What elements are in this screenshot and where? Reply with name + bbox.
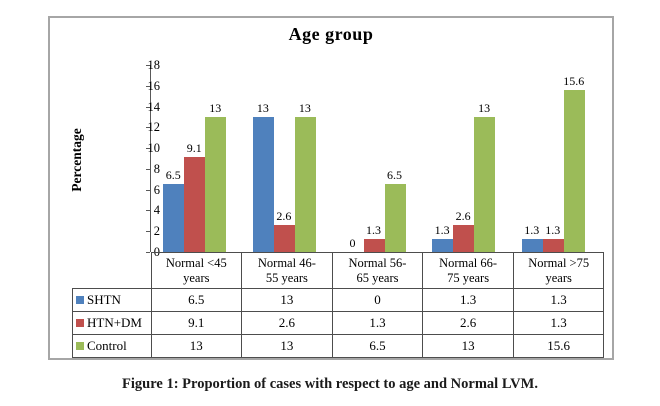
bar-data-label: 13 [256,100,269,115]
legend-cell: Control [72,334,152,358]
y-tick-label: 2 [153,224,160,239]
y-tick-label: 10 [147,141,161,156]
chart-figure: Age group Percentage 6.5 9.1 13 13 2.6 13 0 1.3… [48,16,614,360]
y-tick-mark [146,106,150,108]
value-cell: 15.6 [512,334,605,358]
bar-data-label: 1.3 [545,222,561,237]
value-cell: 13 [241,334,333,358]
table-row: Control 13 13 6.5 13 15.6 [72,334,605,358]
legend-swatch-icon [76,319,84,327]
y-tick-mark [146,148,150,150]
chart-title: Age group [288,24,374,44]
plot-area: 6.5 9.1 13 13 2.6 13 0 1.3 6.5 1.3 2.6 13 1.3 1.3 15.6 [150,65,598,252]
bar-htn-dm [453,225,475,252]
y-tick-mark [146,252,150,253]
y-tick-mark [146,127,150,129]
value-cell: 13 [241,288,333,312]
value-cell: 1.3 [512,311,605,335]
bar-data-label: 6.5 [387,168,402,183]
y-tick-label: 6 [153,182,160,197]
category-label-cell: Normal 66- 75 years [422,252,514,289]
bar-control [205,116,227,252]
value-cell: 1.3 [512,288,605,312]
bar-control [384,184,406,252]
value-cell: 0 [331,288,424,312]
bar-shtn [163,184,185,252]
y-tick-mark [146,210,150,212]
y-tick-mark [146,189,150,191]
bar-data-label: 13 [478,100,491,115]
y-axis-title: Percentage [69,128,84,192]
bar-data-label: 9.1 [186,141,202,156]
bar-htn-dm [542,238,564,252]
legend-swatch-icon [76,296,84,304]
value-cell: 1.3 [331,311,424,335]
bar-htn-dm [184,157,206,252]
bar-data-label: 0 [349,236,356,250]
y-tick-label: 18 [147,58,161,72]
value-cell: 1.3 [422,288,514,312]
y-tick-mark [146,85,150,87]
bar-htn-dm [363,238,385,252]
bar-data-label: 13 [298,100,311,115]
bar-control [563,89,585,252]
bar-control [294,116,316,252]
bar-shtn [252,116,274,252]
bar-htn-dm [273,225,295,252]
y-tick-mark [146,231,150,233]
value-cell: 9.1 [150,311,243,335]
category-label-cell: Normal 56- 65 years [331,252,424,289]
bar-data-label: 13 [209,100,222,115]
bar-data-label: 6.5 [165,168,181,183]
y-tick-label: 14 [147,99,161,114]
table-row: SHTN 6.5 13 0 1.3 1.3 [72,288,605,312]
data-table: Normal <45 years Normal 46- 55 years Normal … [72,252,605,358]
value-cell: 13 [422,334,514,358]
legend-swatch-icon [76,342,84,350]
bar-data-label: 2.6 [455,209,471,223]
value-cell: 6.5 [331,334,424,358]
value-cell: 2.6 [422,311,514,335]
legend-cell: SHTN [72,288,152,312]
figure-caption: Figure 1: Proportion of cases with respe… [122,376,538,392]
value-cell: 2.6 [241,311,333,335]
y-tick-mark [146,168,150,170]
bar-data-label: 2.6 [276,209,292,223]
y-tick-label: 16 [147,78,161,93]
category-label-cell: Normal 46- 55 years [241,252,333,289]
value-cell: 13 [150,334,243,358]
category-label-cell: Normal >75 years [512,252,605,289]
legend-cell: HTN+DM [72,311,152,335]
y-tick-label: 12 [147,120,161,135]
bar-shtn [521,238,543,252]
bar-data-label: 15.6 [563,73,585,88]
y-axis-line [150,65,151,252]
y-tick-label: 8 [153,161,160,176]
table-corner-cell [73,253,152,289]
table-row: HTN+DM 9.1 2.6 1.3 2.6 1.3 [72,311,605,335]
bar-data-label: 1.3 [524,222,540,237]
bar-shtn [432,238,454,252]
bar-control [474,116,496,252]
category-label-cell: Normal <45 years [150,252,243,289]
y-tick-mark [146,65,150,66]
bar-data-label: 1.3 [434,222,450,237]
bar-data-label: 1.3 [366,222,381,237]
value-cell: 6.5 [150,288,243,312]
y-tick-label: 4 [153,203,160,218]
